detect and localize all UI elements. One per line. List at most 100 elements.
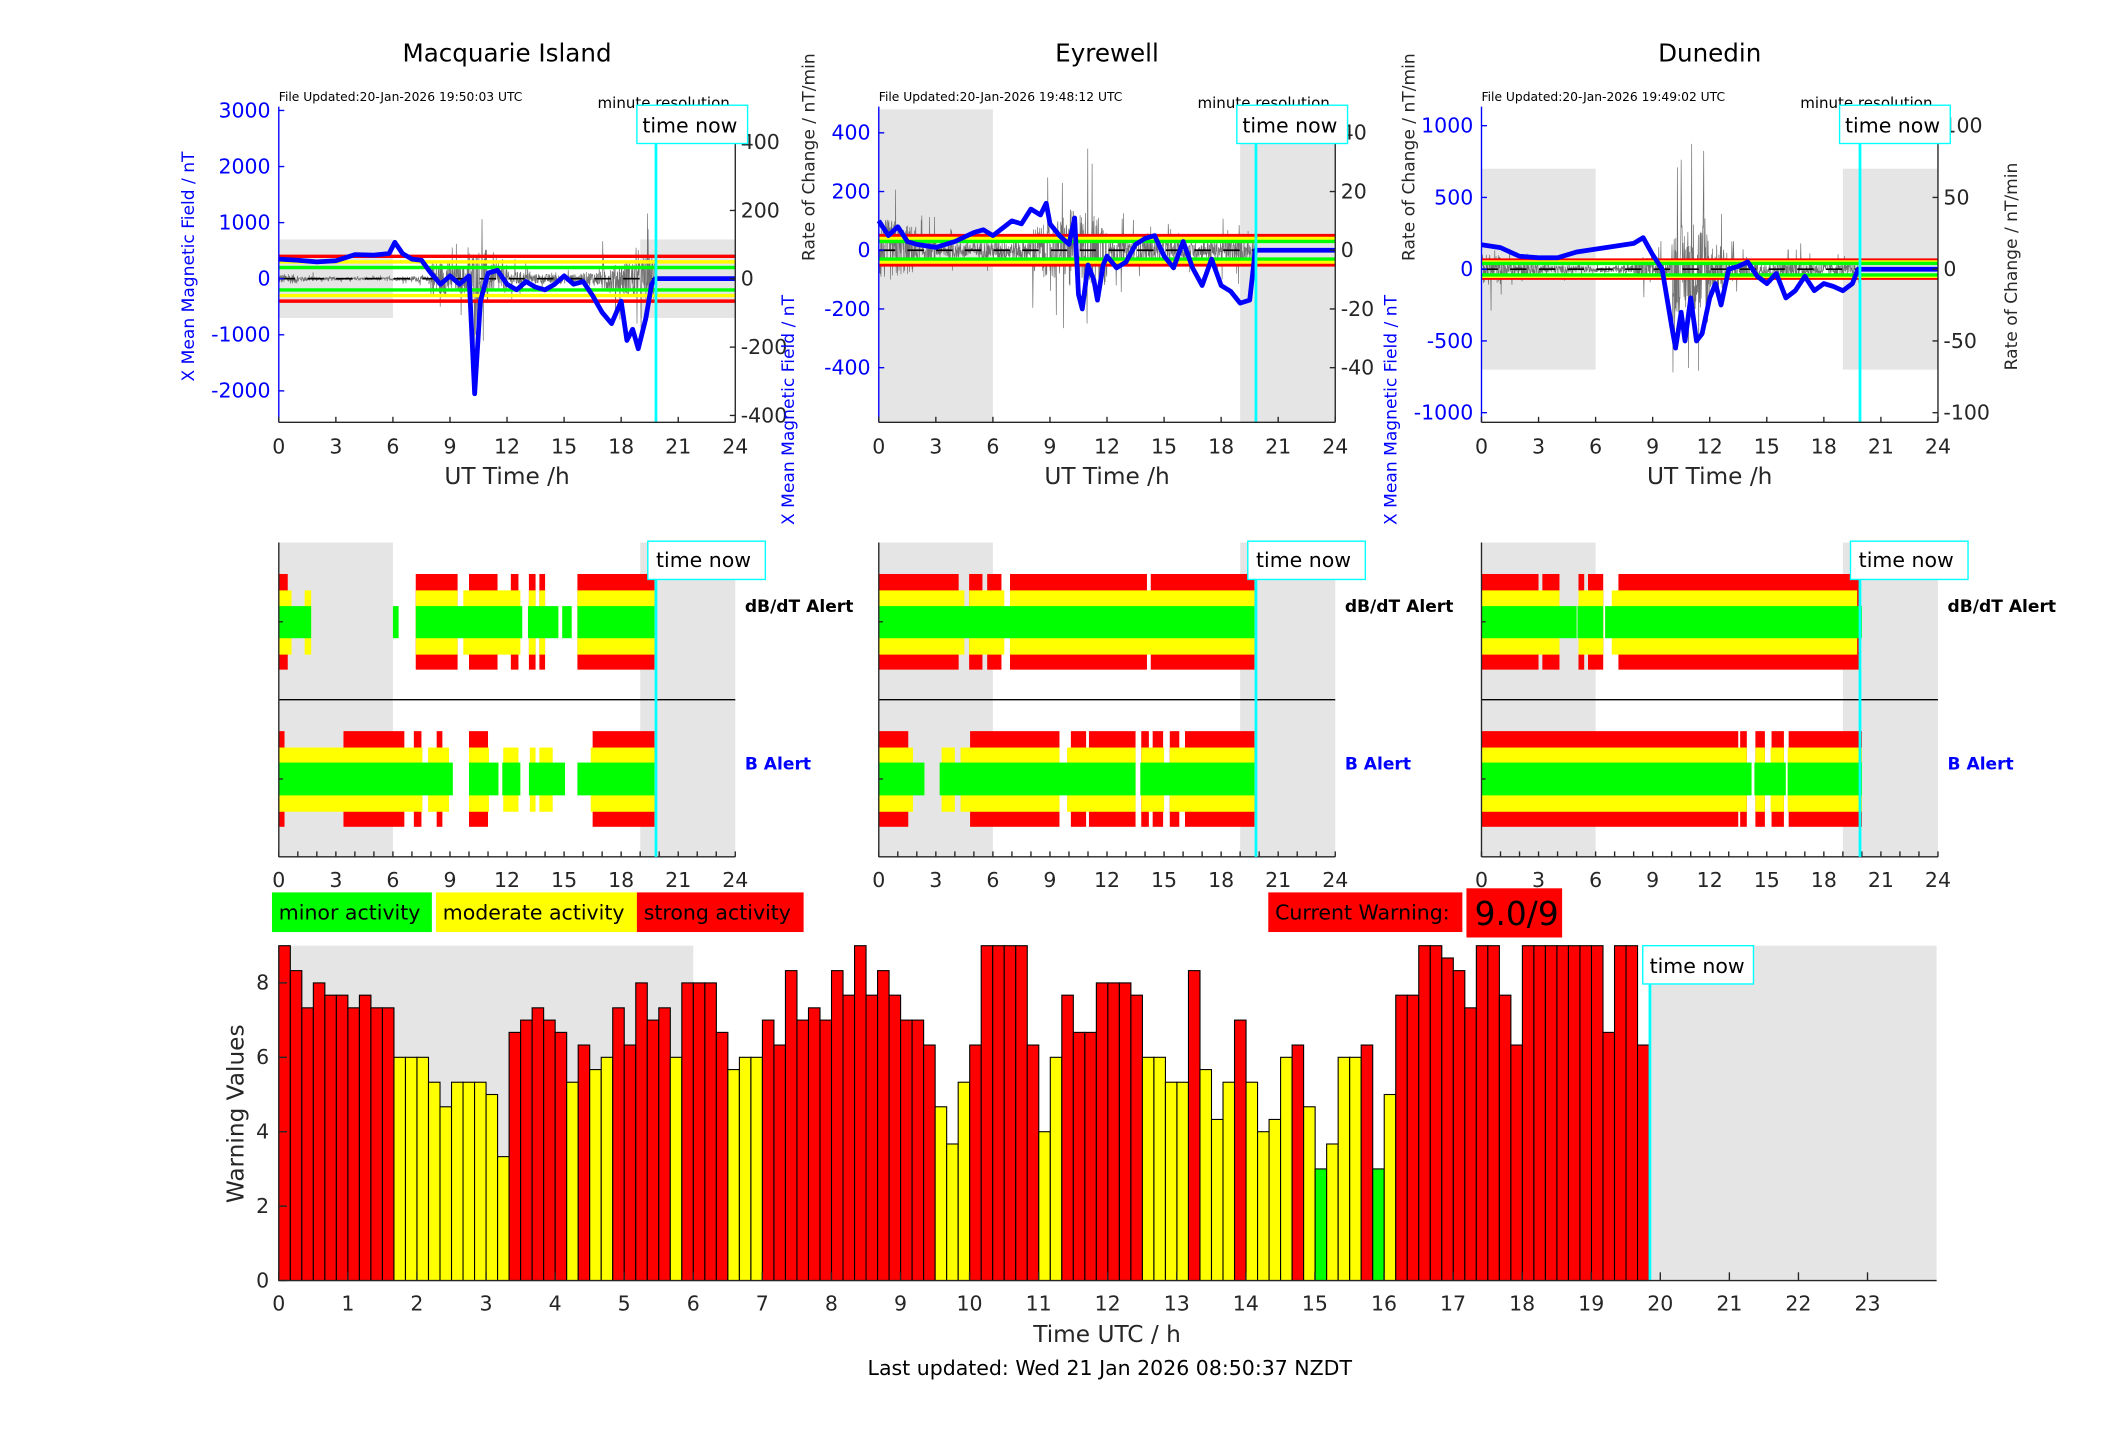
time-now-label: time now	[1845, 114, 1940, 138]
right-axis-label: Rate of Change / nT/min	[1400, 53, 1420, 261]
x-tick-label: 6	[986, 868, 999, 892]
left-tick-label: 400	[831, 121, 870, 145]
x-tick-label: 24	[1925, 435, 1951, 459]
x-tick-label: 18	[608, 868, 634, 892]
warning-bar	[589, 1069, 602, 1282]
warning-bar	[1406, 994, 1420, 1282]
warning-bar	[301, 1007, 314, 1282]
activity-legend: minor activity moderate activity strong ac…	[271, 892, 804, 933]
x-tick-label: 9	[1043, 868, 1056, 892]
x-tick-label: 24	[1322, 868, 1348, 892]
y-axis-label: Warning Values	[222, 1024, 249, 1203]
warning-bar	[623, 1044, 637, 1282]
x-tick-label: 21	[665, 435, 691, 459]
warning-bar	[462, 1081, 476, 1282]
last-updated: Last updated: Wed 21 Jan 2026 08:50:37 N…	[868, 1356, 1353, 1380]
time-now-label: time now	[1650, 954, 1745, 978]
x-tick-label: 14	[1233, 1292, 1259, 1316]
left-axis-label: X Mean Magnetic Field / nT	[1382, 294, 1402, 525]
dbdt-alert-segment-green	[577, 606, 655, 639]
x-tick-label: 6	[1589, 868, 1602, 892]
legend-label-moderate: moderate activity	[443, 901, 625, 925]
warning-bar	[1533, 945, 1546, 1282]
right-tick-label: 0	[741, 267, 754, 291]
time-now-box	[636, 104, 749, 145]
warning-bar	[427, 1081, 441, 1282]
warning-bar	[1095, 982, 1109, 1282]
x-tick-label: 9	[1646, 435, 1659, 459]
left-tick-label: 2000	[218, 154, 270, 178]
x-tick-label: 18	[1509, 1292, 1535, 1316]
right-tick-label: 100	[1943, 114, 1982, 138]
warning-bar	[888, 994, 902, 1282]
x-tick-label: 15	[1302, 1292, 1328, 1316]
x-axis-label: UT Time /h	[444, 463, 569, 490]
warning-bar	[635, 982, 648, 1282]
x-tick-label: 21	[1265, 868, 1291, 892]
right-axis-label: Rate of Change / nT/min	[2002, 163, 2022, 371]
warning-bar	[1210, 1118, 1224, 1282]
warning-bar	[1544, 945, 1558, 1282]
x-tick-label: 15	[1151, 435, 1177, 459]
x-tick-label: 5	[618, 1292, 631, 1316]
x-tick-label: 18	[1811, 868, 1837, 892]
left-axis-label: X Mean Magnetic Field / nT	[779, 294, 799, 525]
b-alert-label: B Alert	[1345, 754, 1411, 774]
right-tick-label: -20	[1341, 297, 1374, 321]
x-tick-label: 3	[329, 435, 342, 459]
warning-bar	[1429, 945, 1443, 1282]
warning-bar	[784, 970, 798, 1282]
right-tick-label: 400	[741, 130, 780, 154]
x-tick-label: 6	[386, 868, 399, 892]
time-now-label: time now	[642, 114, 737, 138]
alert-panel: 0 3 6 9 12 15 18 21 24 time now dB/dT Alert B Alert	[1475, 540, 2056, 892]
x-tick-label: 21	[1716, 1292, 1742, 1316]
x-tick-label: 24	[722, 435, 748, 459]
warning-bar	[1464, 1007, 1477, 1282]
warning-bar	[1498, 994, 1512, 1282]
warning-bar	[1475, 945, 1489, 1282]
b-alert-segment-green	[878, 762, 925, 796]
warning-bar	[1015, 945, 1028, 1282]
station-title: Eyrewell	[1055, 38, 1159, 67]
right-tick-label: 0	[1943, 257, 1956, 281]
x-tick-label: 21	[665, 868, 691, 892]
warning-bar	[1107, 982, 1120, 1282]
x-tick-label: 6	[687, 1292, 700, 1316]
warning-bar	[738, 1056, 752, 1282]
warning-bar	[1567, 945, 1581, 1282]
legend-swatch-strong	[636, 892, 804, 933]
legend-swatch-minor	[271, 892, 432, 933]
x-field-line	[876, 200, 1336, 312]
warning-bar	[1590, 945, 1604, 1282]
warning-bar	[865, 994, 879, 1282]
b-alert-segment-green	[528, 762, 566, 796]
x-tick-label: 9	[443, 435, 456, 459]
x-tick-label: 12	[1094, 868, 1120, 892]
warning-bar	[842, 994, 856, 1282]
warning-bar	[1510, 1044, 1523, 1282]
x-tick-label: 11	[1026, 1292, 1052, 1316]
warning-bar	[1372, 1168, 1385, 1282]
time-now-box	[1236, 104, 1349, 145]
warning-bar	[439, 1106, 453, 1282]
warning-bar	[853, 945, 867, 1282]
x-tick-label: 7	[756, 1292, 769, 1316]
x-tick-label: 21	[1868, 868, 1894, 892]
time-now-label: time now	[1859, 548, 1954, 572]
b-alert-segment-green	[1481, 762, 1752, 796]
x-tick-label: 9	[1043, 435, 1056, 459]
dbdt-alert-segment-green	[1481, 606, 1577, 639]
x-tick-label: 16	[1371, 1292, 1397, 1316]
x-tick-label: 13	[1164, 1292, 1190, 1316]
warning-bar	[1233, 1019, 1247, 1282]
right-tick-label: 200	[741, 198, 780, 222]
x-axis-label: UT Time /h	[1044, 463, 1169, 490]
b-alert-segment-green	[278, 762, 453, 796]
warning-bar	[520, 1019, 533, 1282]
warning-bar	[1280, 1056, 1293, 1282]
warning-bar	[1130, 994, 1143, 1282]
x-tick-label: 3	[480, 1292, 493, 1316]
